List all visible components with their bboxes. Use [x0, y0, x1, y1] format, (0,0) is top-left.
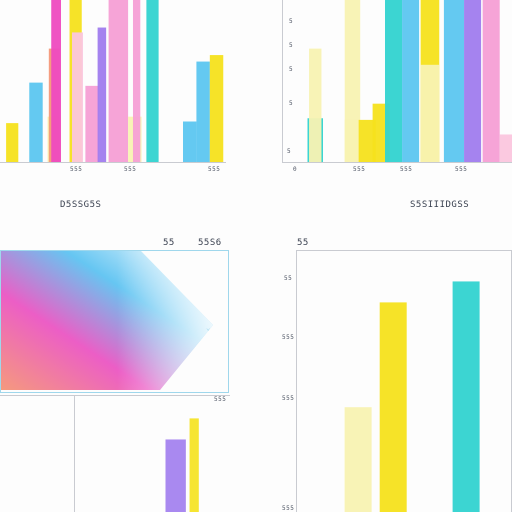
area-gradient-plot: ⌄ [0, 250, 229, 393]
bar [358, 119, 376, 162]
bar [443, 0, 465, 162]
area-marker: ⌄ [206, 324, 210, 332]
area-fade [0, 250, 213, 390]
bar [196, 61, 210, 163]
chart-caption: D5SSG5S [60, 200, 102, 210]
area-top-label: 55 [163, 238, 175, 248]
bar [108, 0, 129, 162]
bar [499, 134, 512, 162]
bar [165, 439, 186, 512]
bar [29, 82, 43, 162]
y-tick-label: 555 [282, 505, 295, 512]
y-tick-label: 5 [289, 100, 294, 107]
area-right-label: 555 [214, 396, 227, 403]
bar [379, 302, 407, 512]
x-start-label: 0 [293, 166, 298, 173]
bar [344, 119, 359, 162]
chart-bottom-right-plot [296, 250, 512, 512]
bar [85, 85, 99, 162]
area-top-label: 55S6 [198, 238, 222, 248]
bar [385, 0, 403, 162]
chart-top-left-plot [0, 0, 226, 163]
bar [132, 0, 141, 162]
x-tick-label: 555 [455, 166, 468, 173]
y-tick-label: 5 [287, 148, 292, 155]
y-tick-label: 5 [289, 18, 294, 25]
y-tick-label: 555 [282, 395, 295, 402]
bar [189, 418, 199, 512]
bar [309, 48, 322, 162]
chart-caption: S5SIIIDGSS [410, 200, 470, 210]
chart-top-label: 55 [297, 238, 309, 248]
bar [209, 55, 224, 162]
chart-top-right [282, 0, 512, 165]
bar [97, 27, 107, 162]
bar [420, 64, 440, 162]
area-frame [0, 250, 229, 393]
y-tick-label: 5 [289, 66, 294, 73]
chart-bottom-left-plot [0, 395, 230, 512]
chart-bottom-left [0, 395, 230, 512]
bar [183, 121, 197, 162]
bar [344, 407, 372, 512]
chart-top-right-plot [282, 0, 512, 163]
x-tick-label: 555 [353, 166, 366, 173]
x-tick-label: 555 [400, 166, 413, 173]
bar [482, 0, 500, 162]
bar [51, 0, 61, 162]
bar [6, 123, 19, 162]
x-tick-label: 555 [208, 166, 221, 173]
x-tick-label: 555 [70, 166, 83, 173]
bar [452, 281, 480, 512]
bar [402, 0, 420, 162]
y-tick-label: 5 [289, 42, 294, 49]
y-tick-label: 55 [284, 275, 293, 282]
bar [146, 0, 159, 162]
chart-top-left [0, 0, 230, 165]
y-tick-label: 555 [282, 334, 295, 341]
chart-bottom-right [296, 250, 512, 512]
bar [71, 32, 83, 163]
bar [464, 0, 482, 162]
x-tick-label: 555 [124, 166, 137, 173]
chart-area-gradient: ⌄ [0, 250, 230, 395]
